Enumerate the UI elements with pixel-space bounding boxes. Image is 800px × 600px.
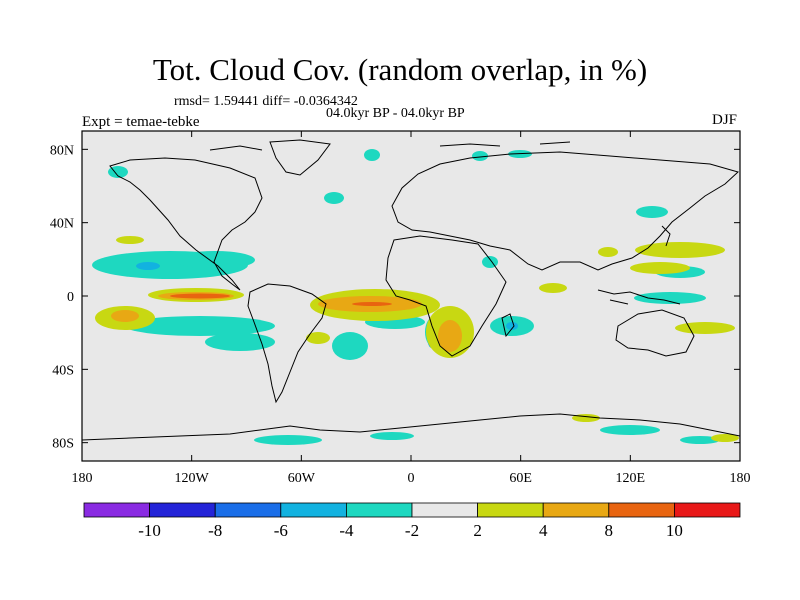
anomaly-cyan-nasia (636, 206, 668, 218)
colorbar-label: -4 (339, 521, 354, 540)
colorbar-swatch (83, 502, 150, 518)
colorbar-label: -10 (138, 521, 161, 540)
colorbar-label: -8 (208, 521, 222, 540)
colorbar-label: 2 (473, 521, 482, 540)
lat-tick-label: 0 (67, 290, 74, 305)
coastline-arctic-islands (209, 141, 571, 151)
anomaly-blue-madagascar (506, 322, 518, 330)
colorbar-swatch (411, 502, 478, 518)
anomaly-cyan-southern-4 (680, 436, 720, 444)
colorbar-swatch (280, 502, 347, 518)
anomaly-cyan-spacific-2 (205, 333, 275, 351)
coastline-africa (385, 235, 507, 357)
coastline-indonesia (597, 289, 681, 305)
map-ticks: 180 120W 60W 0 60E 120E 180 80N 40N 0 40S 80S (50, 131, 751, 486)
colorbar-label: 4 (539, 521, 548, 540)
lat-tick-label: 80N (50, 143, 74, 158)
colorbar-swatch (149, 502, 216, 518)
anomaly-yellow-wpacific (635, 242, 725, 258)
anomaly-yellow-n-pacific (116, 236, 144, 244)
anomaly-yellow-indian (539, 283, 567, 293)
season-label: DJF (712, 112, 738, 128)
lat-tick-label: 40N (50, 217, 74, 232)
anomaly-yellow-china (598, 247, 618, 257)
colorbar-swatch (345, 502, 413, 518)
anomaly-yellow-s-america (306, 332, 330, 344)
colorbar: -10 -8 -6 -4 -2 2 4 8 10 (83, 502, 741, 540)
anomaly-cyan-spacific (125, 316, 275, 336)
anomaly-yellow-southern-2 (711, 434, 739, 442)
period-text: 04.0kyr BP - 04.0kyr BP (326, 106, 465, 121)
coastline-north-america (109, 157, 263, 291)
lon-tick-label: 0 (408, 471, 415, 486)
colorbar-label: -6 (274, 521, 288, 540)
anomaly-cyan-natlantic (324, 192, 344, 204)
coastline-south-america (247, 283, 327, 404)
coastlines (82, 139, 740, 441)
colorbar-swatch (674, 502, 741, 518)
anomaly-yellow-australia (675, 322, 735, 334)
colorbar-label: 10 (666, 521, 683, 540)
anomaly-orange-safrica (438, 320, 462, 352)
colorbar-swatch (477, 502, 544, 518)
colorbar-swatch (214, 502, 282, 518)
coastline-australia (615, 309, 695, 357)
coastline-japan (661, 225, 671, 247)
lat-tick-label: 80S (52, 437, 74, 452)
lon-tick-label: 180 (730, 471, 751, 486)
map-title: Tot. Cloud Cov. (random overlap, in %) (152, 52, 648, 87)
anomaly-orange-epacific (111, 310, 139, 322)
lon-tick-label: 60W (288, 471, 316, 486)
anomaly-cyan-indonesia (634, 292, 706, 304)
anomaly-yellow-wpacific-2 (630, 262, 690, 274)
anomaly-cyan-southern-3 (600, 425, 660, 435)
coastline-greenland (269, 139, 331, 176)
lat-tick-label: 40S (52, 363, 74, 378)
colorbar-label: 8 (605, 521, 614, 540)
lon-tick-label: 120W (175, 471, 210, 486)
anomaly-cyan-spacific-3 (332, 332, 368, 360)
lon-tick-label: 180 (72, 471, 93, 486)
anomaly-cyan-siberia (364, 149, 380, 161)
colorbar-swatch (608, 502, 675, 518)
coastline-antarctica (82, 413, 740, 441)
lon-tick-label: 120E (616, 471, 646, 486)
stats-text: rmsd= 1.59441 diff= -0.0364342 (174, 94, 358, 109)
anomaly-red-atlantic (352, 302, 392, 306)
anomaly-blue-npacific (136, 262, 160, 270)
experiment-label: Expt = temae-tebke (82, 114, 200, 130)
colorbar-label: -2 (405, 521, 419, 540)
coastline-madagascar (501, 313, 515, 338)
anomaly-cyan-arabia (482, 256, 498, 268)
anomaly-cyan-southern-2 (370, 432, 414, 440)
coastline-eurasia (391, 151, 739, 271)
colorbar-swatch (542, 502, 610, 518)
anomaly-red-eq-pacific (170, 293, 230, 299)
anomaly-cyan-arctic-2 (472, 151, 488, 161)
anomaly-cyan-southern-1 (254, 435, 322, 445)
anomaly-fields (92, 149, 739, 445)
lon-tick-label: 60E (509, 471, 532, 486)
